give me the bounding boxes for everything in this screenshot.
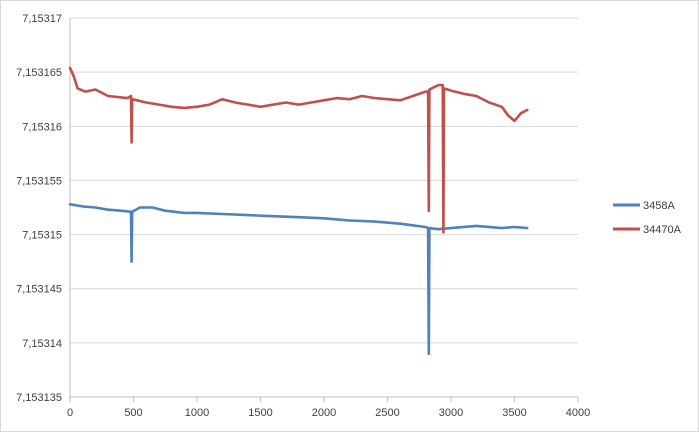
legend-label: 3458A [643, 200, 675, 212]
y-tick-label: 7,153165 [16, 67, 62, 79]
x-tick-label: 1500 [248, 407, 272, 419]
y-axis-tick-labels: 7,153135 7,15314 7,153145 7,15315 7,153155 7,… [16, 13, 62, 404]
x-tick-label: 4000 [566, 407, 590, 419]
y-tick-label: 7,15314 [22, 338, 62, 350]
series-line-3458a [68, 203, 529, 355]
y-tick-label: 7,15316 [22, 121, 62, 133]
x-tick-label: 3000 [439, 407, 463, 419]
x-axis-tick-labels: 0 500 1000 1500 2000 2500 3000 3500 4000 [67, 407, 590, 419]
x-tick-label: 0 [67, 407, 73, 419]
axes [69, 18, 579, 402]
legend-label: 34470A [643, 224, 682, 236]
y-tick-label: 7,15317 [22, 13, 62, 25]
y-tick-label: 7,153145 [16, 284, 62, 296]
x-tick-label: 500 [124, 407, 142, 419]
x-tick-label: 3500 [502, 407, 526, 419]
series-line-34470a [68, 66, 529, 234]
legend: 3458A 34470A [613, 200, 682, 236]
series-lines [68, 66, 529, 355]
x-tick-label: 1000 [185, 407, 209, 419]
y-tick-label: 7,153155 [16, 175, 62, 187]
x-tick-label: 2000 [312, 407, 336, 419]
y-tick-label: 7,153135 [16, 392, 62, 404]
x-tick-label: 2500 [375, 407, 399, 419]
y-tick-label: 7,15315 [22, 230, 62, 242]
